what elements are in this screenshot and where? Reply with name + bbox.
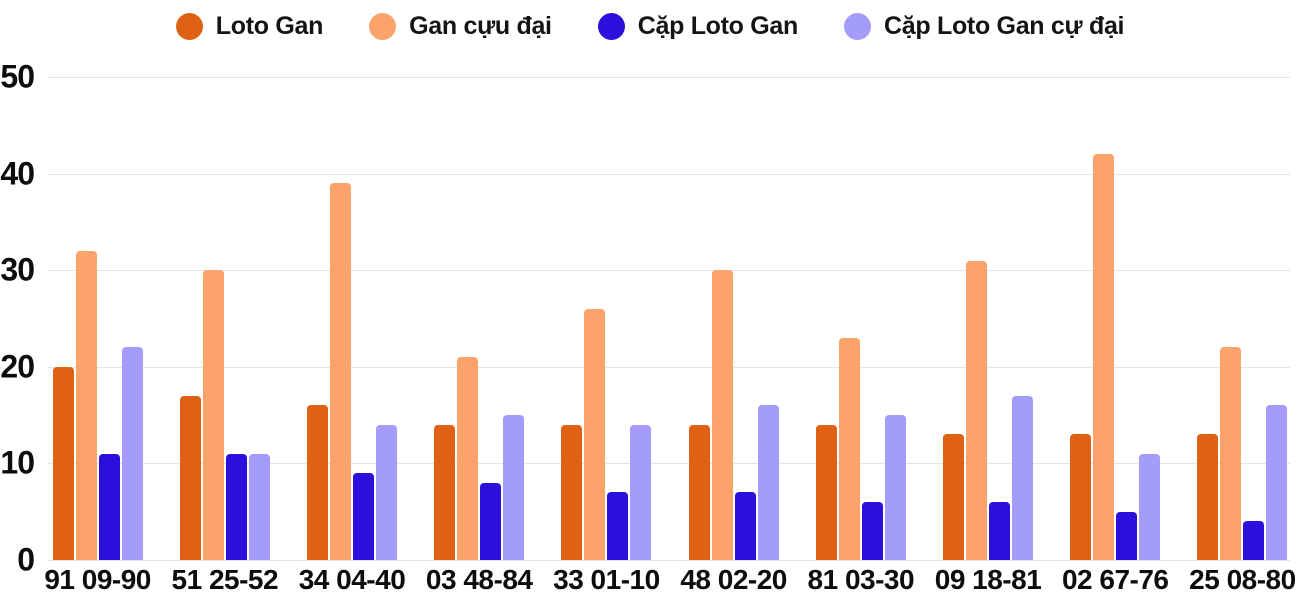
legend-item-series-3[interactable]: Cặp Loto Gan cự đại (844, 11, 1125, 40)
bar-series-3-cat-3 (503, 415, 525, 560)
bar-series-2-cat-5 (734, 492, 756, 560)
x-axis-category-label: 33 01-10 (553, 564, 660, 595)
x-axis-category-label: 91 09-90 (44, 564, 151, 595)
bar-group: 09 18-81 (924, 0, 1051, 600)
bar-series-0-cat-4 (561, 425, 583, 560)
gridline-y-50 (48, 77, 1290, 78)
x-axis-category-label: 51 25-52 (171, 564, 279, 595)
bar-series-3-cat-7 (1012, 396, 1034, 560)
bar-series-3-cat-6 (884, 415, 906, 560)
bar-cluster (1197, 347, 1288, 560)
x-axis-category-label: 48 02-20 (680, 564, 787, 595)
bar-series-3-cat-8 (1139, 454, 1161, 560)
bar-series-2-cat-4 (607, 492, 629, 560)
bar-group: 91 09-90 (34, 0, 161, 600)
legend-item-series-2[interactable]: Cặp Loto Gan (597, 11, 799, 40)
bar-series-1-cat-1 (202, 270, 224, 560)
bar-series-2-cat-0 (98, 454, 120, 560)
legend-label: Gan cựu đại (409, 11, 552, 40)
bar-groups: 91 09-90 51 25-52 34 04-40 03 48-84 33 01-10… (34, 0, 1300, 600)
legend-color-dot-icon (175, 12, 203, 40)
bar-series-1-cat-7 (966, 261, 988, 560)
bar-cluster (1070, 154, 1161, 560)
bar-cluster (943, 261, 1034, 560)
bar-series-3-cat-4 (630, 425, 652, 560)
bar-series-0-cat-8 (1070, 434, 1092, 560)
bar-group: 81 03-30 (797, 0, 924, 600)
bar-series-1-cat-8 (1093, 154, 1115, 560)
chart-gridlines (48, 0, 1290, 600)
bar-series-0-cat-7 (943, 434, 965, 560)
legend-color-dot-icon (844, 12, 871, 40)
bar-cluster (561, 309, 652, 560)
legend-color-dot-icon (369, 12, 397, 40)
bar-series-0-cat-6 (815, 425, 837, 560)
bar-cluster (179, 270, 270, 560)
bar-series-0-cat-9 (1197, 434, 1219, 560)
legend-label: Cặp Loto Gan cự đại (884, 11, 1125, 40)
bar-series-2-cat-7 (989, 502, 1011, 560)
bar-series-2-cat-8 (1116, 512, 1138, 560)
gridline-y-20 (48, 366, 1290, 368)
bar-cluster (307, 183, 397, 560)
bar-cluster (815, 338, 906, 560)
bar-cluster (52, 251, 143, 560)
bar-group: 34 04-40 (288, 0, 415, 600)
bar-series-1-cat-2 (330, 183, 351, 560)
bar-series-1-cat-4 (584, 309, 606, 560)
y-axis-tick-label: 30 (0, 251, 35, 288)
bar-series-1-cat-9 (1220, 347, 1242, 560)
bar-series-1-cat-3 (457, 357, 479, 560)
x-axis-category-label: 09 18-81 (934, 564, 1042, 595)
bar-series-0-cat-0 (52, 367, 74, 560)
legend-item-series-0[interactable]: Loto Gan (175, 11, 324, 40)
chart-legend: Loto Gan Gan cựu đại Cặp Loto Gan Cặp Loto … (0, 8, 1300, 44)
legend-label: Loto Gan (215, 11, 324, 40)
bar-group: 51 25-52 (161, 0, 288, 600)
y-axis-tick-label: 10 (0, 444, 35, 481)
y-axis-tick-label: 20 (0, 348, 35, 385)
bar-group: 03 48-84 (416, 0, 543, 600)
y-axis-tick-labels: 0 10 20 30 40 50 (0, 0, 35, 600)
bar-series-0-cat-3 (434, 425, 456, 560)
x-axis-category-label: 25 08-80 (1189, 564, 1296, 595)
bar-series-3-cat-2 (376, 425, 397, 560)
gridline-y-30 (48, 270, 1290, 272)
bar-series-0-cat-5 (688, 425, 710, 560)
bar-group: 33 01-10 (543, 0, 670, 600)
bar-series-2-cat-3 (480, 483, 502, 560)
bar-series-0-cat-2 (307, 405, 328, 560)
bar-series-0-cat-1 (179, 396, 201, 560)
y-axis-tick-label: 40 (0, 154, 35, 191)
bar-series-3-cat-1 (248, 454, 270, 560)
bar-series-3-cat-0 (121, 347, 143, 560)
gridline-y-10 (48, 463, 1290, 465)
bar-series-1-cat-5 (711, 270, 733, 560)
bar-series-2-cat-1 (225, 454, 247, 560)
bar-series-3-cat-5 (757, 405, 779, 560)
x-axis-category-label: 02 67-76 (1061, 564, 1169, 595)
bar-series-1-cat-6 (838, 338, 860, 560)
gridline-y-0 (48, 560, 1290, 561)
legend-item-series-1[interactable]: Gan cựu đại (369, 11, 552, 40)
x-axis-category-label: 34 04-40 (298, 564, 406, 595)
legend-label: Cặp Loto Gan (637, 11, 799, 40)
bar-group: 48 02-20 (670, 0, 797, 600)
bar-series-3-cat-9 (1266, 405, 1288, 560)
x-axis-category-label: 03 48-84 (425, 564, 533, 595)
legend-color-dot-icon (597, 12, 625, 40)
bar-group: 02 67-76 (1052, 0, 1179, 600)
y-axis-tick-label: 0 (17, 541, 35, 578)
bar-cluster (688, 270, 779, 560)
bar-cluster (434, 357, 525, 560)
bar-series-1-cat-0 (75, 251, 97, 560)
gridline-y-40 (48, 173, 1290, 175)
bar-series-2-cat-6 (861, 502, 883, 560)
x-axis-category-label: 81 03-30 (807, 564, 915, 595)
bar-series-2-cat-2 (353, 473, 374, 560)
bar-group: 25 08-80 (1179, 0, 1300, 600)
bar-series-2-cat-9 (1243, 521, 1265, 560)
y-axis-tick-label: 50 (0, 58, 35, 95)
